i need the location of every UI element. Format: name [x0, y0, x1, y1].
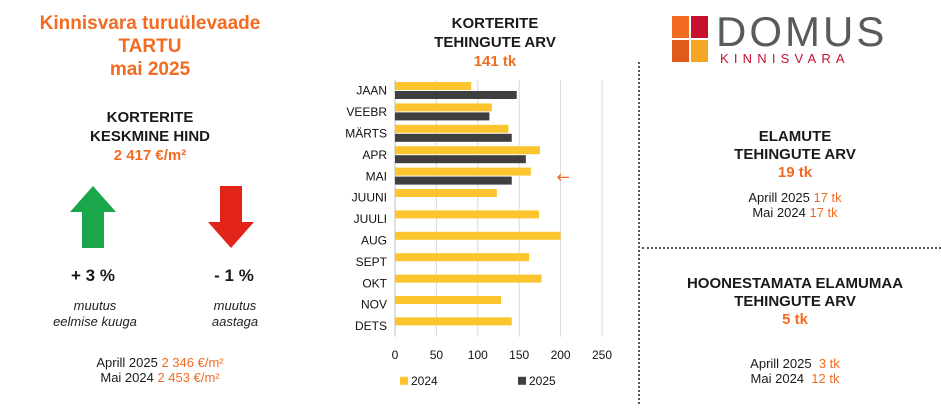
x-tick-label-0: 0: [392, 348, 399, 362]
title-line-1: Kinnisvara turuülevaade: [39, 13, 261, 34]
bar-2024-juuni: [395, 189, 497, 197]
avg-compare-label-2: Mai 2024: [100, 370, 154, 385]
logo-wordmark: DOMUS: [716, 8, 888, 55]
monthly-caption-2: eelmise kuuga: [53, 314, 137, 329]
y-tick-label-dets: DETS: [355, 319, 387, 333]
bar-2024-jaan: [395, 82, 472, 90]
yearly-change-pct: - 1 %: [214, 266, 254, 285]
legend-label-2025: 2025: [529, 374, 556, 388]
bar-2024-mai: [395, 167, 531, 176]
bar-2024-sept: [395, 253, 530, 262]
avg-price-block: KORTERITE KESKMINE HIND 2 417 €/m²: [70, 108, 230, 165]
y-tick-label-märts: MÄRTS: [345, 127, 387, 141]
land-label-1: HOONESTAMATA ELAMUMAA: [686, 275, 904, 292]
avg-price-label-2: KESKMINE HIND: [89, 128, 210, 145]
bar-2024-apr: [395, 146, 540, 155]
report-title: Kinnisvara turuülevaade TARTU mai 2025: [0, 12, 300, 81]
avg-compare-value-1: 2 346 €/m²: [161, 355, 224, 370]
bar-2025-märts: [395, 133, 512, 142]
avg-price-label-1: KORTERITE: [106, 109, 194, 126]
land-label-2: TEHINGUTE ARV: [734, 293, 856, 310]
deals-bar-chart: JAAN VEEBR MÄRTS APR MAI JUUNI JUULI AUG SEPT OKT…: [345, 80, 612, 388]
monthly-caption-1: muutus: [73, 298, 117, 313]
avg-price-compare: Aprill 2025 2 346 €/m² Mai 2024 2 453 €/…: [40, 355, 280, 385]
land-compare-label-2: Mai 2024: [750, 371, 805, 386]
x-tick-label-250: 250: [592, 348, 612, 362]
domus-logo-icon: [672, 16, 708, 62]
bar-2024-okt: [395, 274, 542, 283]
y-tick-label-juuli: JUULI: [354, 212, 387, 226]
chart-title-line-2: TEHINGUTE ARV: [434, 34, 556, 51]
legend-swatch-2024: [400, 376, 408, 385]
houses-compare-row-1: Aprill 2025 17 tk: [660, 190, 930, 205]
monthly-change-pct: + 3 %: [71, 266, 115, 285]
title-line-3: mai 2025: [109, 59, 191, 80]
bar-2024-märts: [395, 124, 509, 133]
yearly-caption-2: aastaga: [211, 314, 259, 329]
arrow-left-icon: ←: [556, 167, 569, 186]
bar-2024-aug: [395, 231, 561, 240]
avg-compare-label-1: Aprill 2025: [96, 355, 158, 370]
x-tick-label-200: 200: [551, 348, 571, 362]
bar-2024-juuli: [395, 210, 540, 219]
y-tick-label-veebr: VEEBR: [346, 105, 387, 119]
avg-compare-row-1: Aprill 2025 2 346 €/m²: [40, 355, 280, 370]
x-tick-label-150: 150: [509, 348, 529, 362]
land-compare-row-1: Aprill 2025 3 tk: [660, 356, 930, 371]
houses-compare-value-2: 17 tk: [809, 205, 838, 220]
houses-compare-label-1: Aprill 2025: [748, 190, 810, 205]
x-tick-label-100: 100: [468, 348, 488, 362]
land-compare-row-2: Mai 2024 12 tk: [660, 371, 930, 386]
chart-title: KORTERITE TEHINGUTE ARV 141 tk: [395, 14, 595, 71]
y-tick-label-okt: OKT: [362, 276, 387, 290]
bar-2025-mai: [395, 176, 512, 185]
bar-2024-dets: [395, 317, 512, 326]
yearly-change-caption: muutus aastaga: [170, 298, 300, 330]
y-tick-label-jaan: JAAN: [356, 84, 387, 98]
houses-deals-block: ELAMUTE TEHINGUTE ARV 19 tk: [660, 128, 930, 182]
arrow-down-icon: [208, 186, 254, 248]
bar-2024-nov: [395, 296, 501, 304]
logo-subtitle: KINNISVARA: [720, 51, 850, 66]
avg-compare-row-2: Mai 2024 2 453 €/m²: [40, 370, 280, 385]
avg-price-value: 2 417 €/m²: [113, 147, 187, 164]
vertical-divider: [638, 62, 640, 404]
y-tick-label-nov: NOV: [361, 298, 387, 312]
houses-value: 19 tk: [777, 164, 813, 181]
chart-title-line-1: KORTERITE: [451, 15, 539, 32]
arrow-up-icon: [70, 186, 116, 248]
land-deals-block: HOONESTAMATA ELAMUMAA TEHINGUTE ARV 5 tk: [650, 275, 940, 329]
y-tick-label-sept: SEPT: [356, 255, 388, 269]
land-compare-value-2: 12 tk: [811, 371, 840, 386]
y-tick-label-apr: APR: [362, 148, 387, 162]
legend-swatch-2025: [518, 376, 526, 385]
bar-2024-veebr: [395, 103, 492, 112]
land-compare-value-1: 3 tk: [818, 356, 840, 371]
land-compare: Aprill 2025 3 tk Mai 2024 12 tk: [660, 356, 930, 386]
houses-compare: Aprill 2025 17 tk Mai 2024 17 tk: [660, 190, 930, 220]
bar-2025-apr: [395, 155, 526, 164]
x-tick-label-50: 50: [430, 348, 444, 362]
houses-compare-label-2: Mai 2024: [752, 205, 806, 220]
yearly-caption-1: muutus: [213, 298, 257, 313]
chart-title-value: 141 tk: [473, 53, 517, 70]
horizontal-divider: [642, 247, 941, 249]
monthly-change-caption: muutus eelmise kuuga: [30, 298, 160, 330]
bar-2025-veebr: [395, 112, 490, 121]
houses-label-2: TEHINGUTE ARV: [734, 146, 856, 163]
legend-label-2024: 2024: [411, 374, 438, 388]
y-tick-label-mai: MAI: [366, 169, 387, 183]
y-tick-label-aug: AUG: [361, 234, 387, 248]
title-line-2: TARTU: [118, 36, 182, 57]
houses-compare-value-1: 17 tk: [813, 190, 842, 205]
land-value: 5 tk: [782, 311, 808, 328]
land-compare-label-1: Aprill 2025: [750, 356, 812, 371]
y-tick-label-juuni: JUUNI: [352, 191, 387, 205]
houses-label-1: ELAMUTE: [758, 128, 832, 145]
avg-compare-value-2: 2 453 €/m²: [157, 370, 220, 385]
houses-compare-row-2: Mai 2024 17 tk: [660, 205, 930, 220]
bar-2025-jaan: [395, 91, 517, 99]
